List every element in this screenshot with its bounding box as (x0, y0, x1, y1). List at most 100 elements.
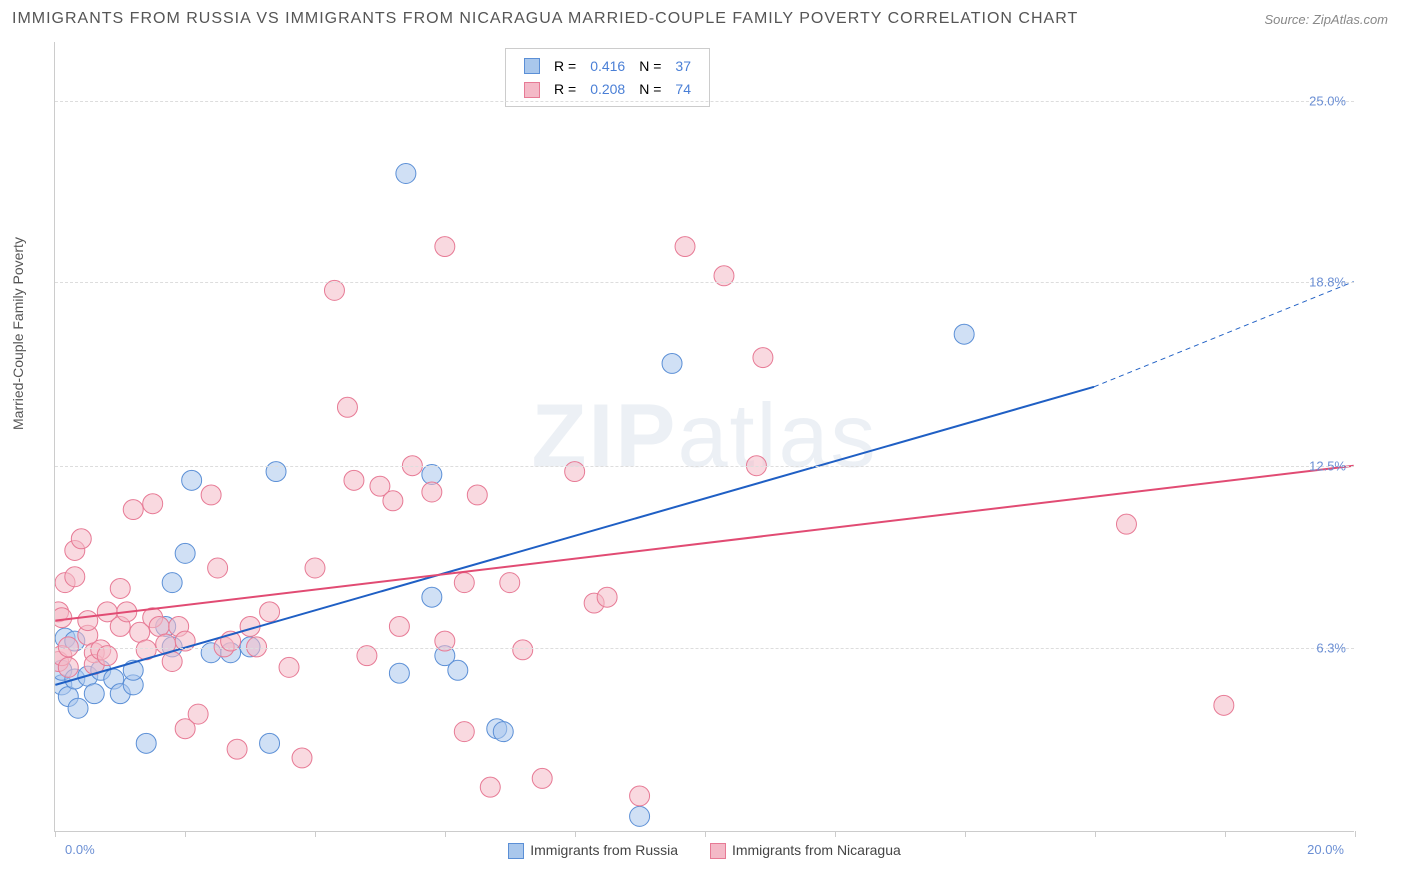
data-point (357, 646, 377, 666)
data-point (162, 573, 182, 593)
data-point (324, 280, 344, 300)
data-point (162, 652, 182, 672)
data-point (396, 164, 416, 184)
data-point (500, 573, 520, 593)
legend-r-value-russia: 0.416 (584, 55, 631, 76)
data-point (1116, 514, 1136, 534)
data-point (305, 558, 325, 578)
data-point (448, 660, 468, 680)
legend-r-value-nicaragua: 0.208 (584, 78, 631, 99)
x-tick (315, 831, 316, 837)
data-point (175, 543, 195, 563)
x-tick (705, 831, 706, 837)
data-point (188, 704, 208, 724)
gridline (55, 282, 1354, 283)
legend-row-nicaragua: R = 0.208 N = 74 (518, 78, 697, 99)
data-point (266, 462, 286, 482)
data-point (675, 237, 695, 257)
data-point (201, 485, 221, 505)
trend-line-extension (1094, 282, 1354, 387)
data-point (662, 353, 682, 373)
data-point (344, 470, 364, 490)
x-tick (835, 831, 836, 837)
data-point (208, 558, 228, 578)
legend-swatch-icon (508, 843, 524, 859)
data-point (227, 739, 247, 759)
gridline (55, 648, 1354, 649)
x-tick (1095, 831, 1096, 837)
data-point (292, 748, 312, 768)
data-point (279, 657, 299, 677)
data-point (422, 587, 442, 607)
chart-plot-area: ZIPatlas R = 0.416 N = 37 R = 0.208 N = … (54, 42, 1354, 832)
x-tick (1355, 831, 1356, 837)
x-tick (965, 831, 966, 837)
legend-item-nicaragua: Immigrants from Nicaragua (710, 842, 901, 859)
data-point (78, 611, 98, 631)
data-point (55, 608, 72, 628)
correlation-legend: R = 0.416 N = 37 R = 0.208 N = 74 (505, 48, 710, 107)
legend-n-value-nicaragua: 74 (669, 78, 697, 99)
data-point (136, 733, 156, 753)
legend-r-label: R = (548, 55, 582, 76)
data-point (149, 616, 169, 636)
data-point (435, 237, 455, 257)
y-tick-label: 25.0% (1309, 93, 1346, 108)
data-point (389, 663, 409, 683)
chart-title: IMMIGRANTS FROM RUSSIA VS IMMIGRANTS FRO… (12, 10, 1078, 28)
data-point (422, 482, 442, 502)
data-point (58, 657, 78, 677)
gridline (55, 466, 1354, 467)
data-point (65, 567, 85, 587)
data-point (630, 806, 650, 826)
y-axis-label: Married-Couple Family Poverty (10, 237, 26, 430)
x-tick (185, 831, 186, 837)
data-point (97, 646, 117, 666)
x-tick (445, 831, 446, 837)
legend-n-label: N = (633, 55, 667, 76)
data-point (422, 465, 442, 485)
data-point (630, 786, 650, 806)
data-point (337, 397, 357, 417)
data-point (513, 640, 533, 660)
data-point (597, 587, 617, 607)
data-point (480, 777, 500, 797)
source-attribution: Source: ZipAtlas.com (1264, 12, 1388, 27)
x-tick (575, 831, 576, 837)
data-point (260, 733, 280, 753)
scatter-svg (55, 42, 1354, 831)
data-point (493, 722, 513, 742)
trend-line (55, 466, 1353, 621)
legend-swatch-nicaragua (524, 82, 540, 98)
data-point (84, 684, 104, 704)
data-point (753, 348, 773, 368)
data-point (123, 500, 143, 520)
data-point (182, 470, 202, 490)
x-tick (1225, 831, 1226, 837)
data-point (71, 529, 91, 549)
data-point (454, 722, 474, 742)
data-point (1214, 695, 1234, 715)
legend-swatch-icon (710, 843, 726, 859)
data-point (260, 602, 280, 622)
legend-item-russia: Immigrants from Russia (508, 842, 678, 859)
legend-swatch-russia (524, 58, 540, 74)
legend-n-label: N = (633, 78, 667, 99)
data-point (467, 485, 487, 505)
y-tick-label: 12.5% (1309, 459, 1346, 474)
data-point (110, 578, 130, 598)
gridline (55, 101, 1354, 102)
trend-line (55, 387, 1094, 685)
data-point (565, 462, 585, 482)
series-legend: Immigrants from Russia Immigrants from N… (55, 842, 1354, 859)
y-tick-label: 18.8% (1309, 274, 1346, 289)
y-tick-label: 6.3% (1316, 640, 1346, 655)
data-point (383, 491, 403, 511)
data-point (954, 324, 974, 344)
data-point (454, 573, 474, 593)
legend-r-label: R = (548, 78, 582, 99)
data-point (68, 698, 88, 718)
legend-row-russia: R = 0.416 N = 37 (518, 55, 697, 76)
data-point (532, 768, 552, 788)
data-point (143, 494, 163, 514)
